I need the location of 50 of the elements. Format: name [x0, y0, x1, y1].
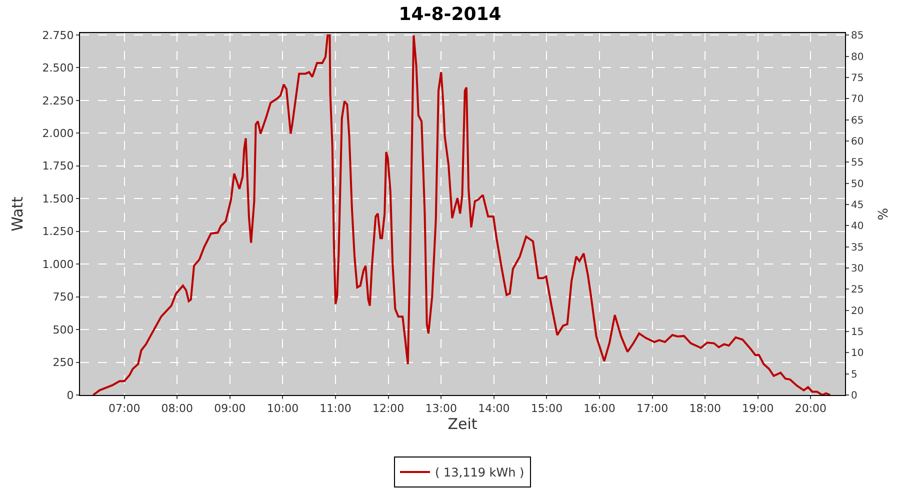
- x-tick-label: 12:00: [372, 402, 404, 416]
- y2-tick-label: 40: [851, 221, 864, 232]
- y2-tick-label: 85: [851, 30, 864, 42]
- y-tick-label: 0: [66, 388, 74, 402]
- y-tick-label: 2.500: [42, 62, 74, 75]
- chart-title: 14-8-2014: [398, 4, 502, 26]
- y2-tick-label: 20: [851, 306, 864, 317]
- x-tick-label: 11:00: [320, 402, 352, 416]
- y-tick-label: 750: [52, 290, 74, 304]
- y2-tick-label: 15: [851, 326, 864, 338]
- y2-tick-label: 55: [851, 158, 864, 169]
- y2-tick-label: 80: [851, 52, 864, 63]
- y-tick-label: 1.250: [42, 225, 74, 238]
- y2-tick-label: 35: [851, 242, 864, 254]
- y-tick-label: 500: [52, 323, 74, 336]
- y-tick-label: 2.750: [42, 28, 74, 42]
- y-tick-label: 1.000: [42, 258, 74, 271]
- y-tick-label: 1.750: [42, 160, 74, 173]
- x-tick-label: 18:00: [689, 402, 721, 416]
- y2-tick-label: 70: [851, 94, 864, 106]
- x-tick-label: 20:00: [794, 402, 827, 416]
- x-tick-label: 13:00: [425, 402, 457, 416]
- x-tick-label: 09:00: [214, 402, 246, 416]
- y-tick-label: 250: [52, 356, 74, 370]
- y2-tick-label: 50: [851, 178, 864, 190]
- y2-tick-label: 5: [851, 369, 858, 380]
- x-tick-label: 07:00: [108, 402, 140, 416]
- y-tick-label: 1.500: [42, 192, 74, 206]
- x-tick-label: 15:00: [530, 402, 563, 416]
- x-axis-title: Zeit: [448, 415, 478, 434]
- y2-tick-label: 65: [851, 115, 864, 126]
- x-tick-label: 10:00: [266, 402, 299, 416]
- y2-tick-label: 30: [851, 263, 864, 274]
- y2-tick-label: 10: [851, 348, 864, 360]
- y2-tick-label: 45: [851, 200, 864, 211]
- y2-tick-label: 60: [851, 136, 864, 148]
- y2-axis-title: %: [876, 208, 892, 220]
- x-tick-label: 14:00: [478, 402, 510, 416]
- y-axis-title: Watt: [8, 196, 27, 232]
- y-tick-label: 2.000: [42, 127, 74, 140]
- y2-tick-label: 25: [851, 284, 864, 296]
- y-tick-label: 2.250: [42, 94, 74, 108]
- y2-tick-label: 75: [851, 72, 864, 84]
- x-tick-label: 16:00: [584, 402, 616, 416]
- legend-label: ( 13,119 kWh ): [435, 466, 524, 480]
- x-tick-label: 19:00: [742, 402, 774, 416]
- x-tick-label: 17:00: [636, 402, 668, 416]
- y2-tick-label: 0: [851, 390, 858, 402]
- x-tick-label: 08:00: [161, 402, 193, 416]
- line-series: [92, 34, 832, 395]
